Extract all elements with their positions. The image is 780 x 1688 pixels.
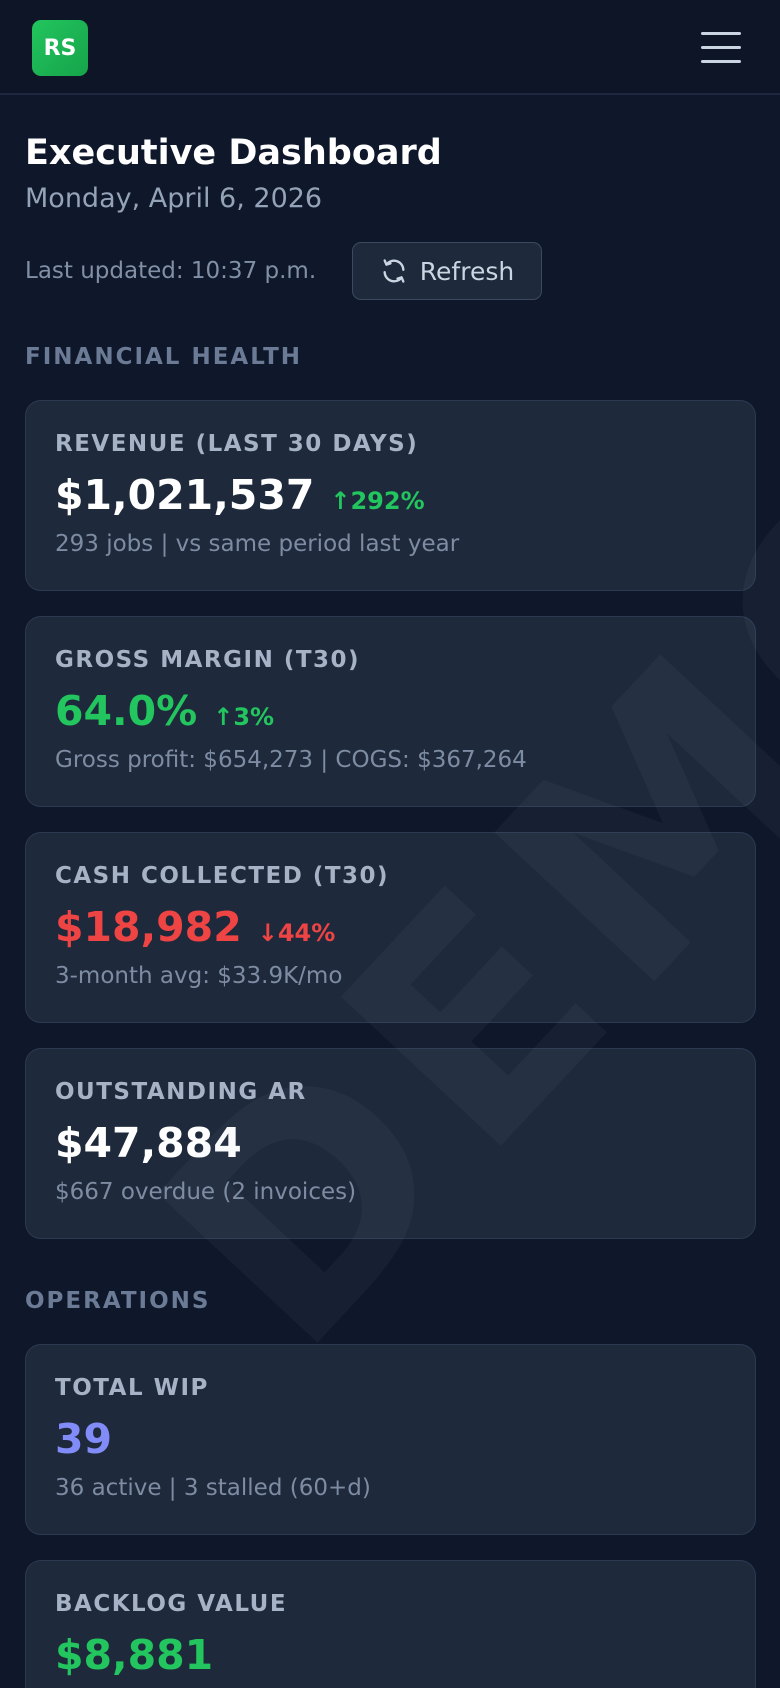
page-date: Monday, April 6, 2026: [25, 183, 323, 214]
cash-collected-card[interactable]: CASH COLLECTED (T30) $18,982 ↓44% 3-mont…: [25, 832, 756, 1023]
gross-margin-label: GROSS MARGIN (T30): [55, 647, 361, 673]
menu-icon[interactable]: [701, 30, 743, 66]
backlog-value-card[interactable]: BACKLOG VALUE $8,881: [25, 1560, 756, 1688]
section-operations: OPERATIONS: [25, 1288, 211, 1314]
outstanding-ar-value: $47,884: [55, 1119, 242, 1167]
cash-collected-label: CASH COLLECTED (T30): [55, 863, 390, 889]
last-updated-text: Last updated: 10:37 p.m.: [25, 258, 317, 284]
cash-collected-value: $18,982: [55, 903, 242, 951]
refresh-button[interactable]: Refresh: [352, 242, 542, 300]
cash-collected-change: ↓44%: [257, 919, 336, 947]
gross-margin-value: 64.0%: [55, 687, 198, 735]
section-financial-health: FINANCIAL HEALTH: [25, 344, 303, 370]
outstanding-ar-subtext: $667 overdue (2 invoices): [55, 1179, 357, 1205]
backlog-value-label: BACKLOG VALUE: [55, 1591, 288, 1617]
total-wip-card[interactable]: TOTAL WIP 39 36 active | 3 stalled (60+d…: [25, 1344, 756, 1535]
gross-margin-change: ↑3%: [213, 703, 275, 731]
revenue-change: ↑292%: [330, 487, 425, 515]
total-wip-subtext: 36 active | 3 stalled (60+d): [55, 1475, 371, 1501]
total-wip-value: 39: [55, 1415, 113, 1463]
total-wip-label: TOTAL WIP: [55, 1375, 209, 1401]
backlog-value-value: $8,881: [55, 1631, 214, 1679]
gross-margin-card[interactable]: GROSS MARGIN (T30) 64.0% ↑3% Gross profi…: [25, 616, 756, 807]
page-title: Executive Dashboard: [25, 133, 442, 173]
revenue-label: REVENUE (LAST 30 DAYS): [55, 431, 419, 457]
logo[interactable]: RS: [32, 20, 88, 76]
refresh-label: Refresh: [419, 256, 515, 286]
top-bar: RS: [0, 0, 780, 95]
outstanding-ar-label: OUTSTANDING AR: [55, 1079, 307, 1105]
revenue-value: $1,021,537: [55, 471, 315, 519]
cash-collected-subtext: 3-month avg: $33.9K/mo: [55, 963, 343, 989]
revenue-subtext: 293 jobs | vs same period last year: [55, 531, 460, 557]
refresh-icon: [383, 259, 405, 283]
gross-margin-subtext: Gross profit: $654,273 | COGS: $367,264: [55, 747, 527, 773]
logo-text: RS: [43, 35, 77, 61]
revenue-card[interactable]: REVENUE (LAST 30 DAYS) $1,021,537 ↑292% …: [25, 400, 756, 591]
outstanding-ar-card[interactable]: OUTSTANDING AR $47,884 $667 overdue (2 i…: [25, 1048, 756, 1239]
